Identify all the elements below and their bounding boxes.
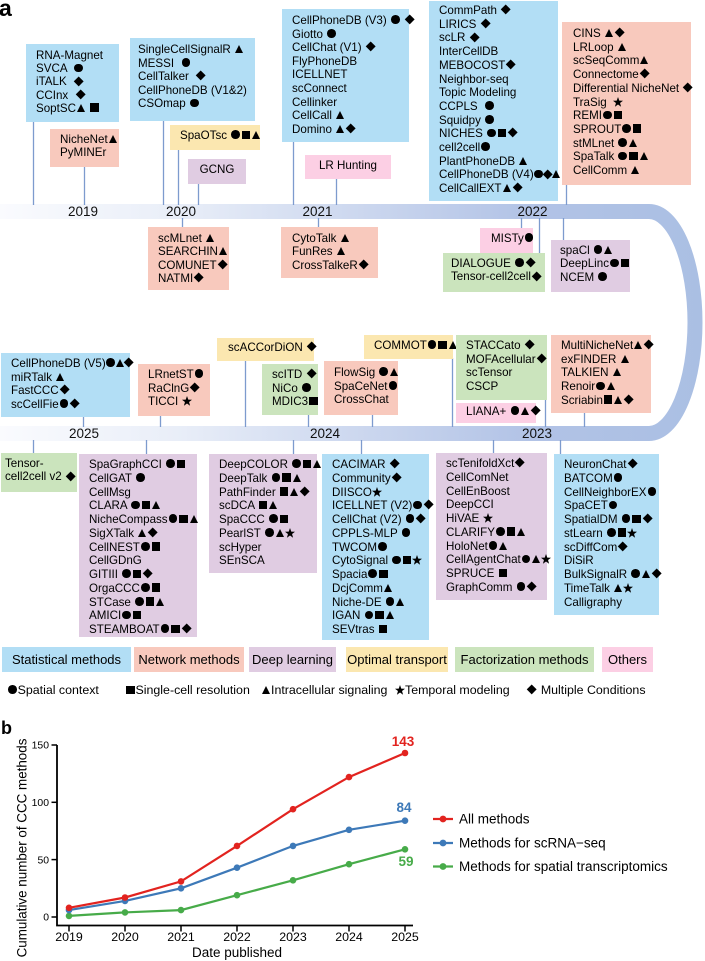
svg-text:All methods: All methods — [459, 812, 530, 827]
svg-text:2022: 2022 — [223, 930, 251, 944]
svg-text:150: 150 — [32, 741, 50, 752]
svg-text:Cumulative number of CCC metho: Cumulative number of CCC methods — [15, 738, 30, 957]
svg-text:50: 50 — [37, 855, 49, 866]
svg-text:2024: 2024 — [335, 930, 363, 944]
svg-text:0: 0 — [43, 913, 49, 924]
svg-text:2020: 2020 — [111, 930, 139, 944]
svg-text:2021: 2021 — [167, 930, 195, 944]
svg-text:Methods for scRNA−seq: Methods for scRNA−seq — [459, 836, 606, 851]
svg-text:2019: 2019 — [55, 930, 83, 944]
svg-text:100: 100 — [32, 798, 50, 809]
svg-text:84: 84 — [396, 800, 412, 815]
svg-text:59: 59 — [398, 854, 413, 869]
svg-text:Methods for spatial transcript: Methods for spatial transcriptomics — [459, 859, 668, 874]
svg-text:143: 143 — [392, 734, 415, 749]
svg-text:2025: 2025 — [391, 930, 419, 944]
svg-text:2023: 2023 — [279, 930, 307, 944]
svg-text:Date published: Date published — [192, 945, 282, 960]
